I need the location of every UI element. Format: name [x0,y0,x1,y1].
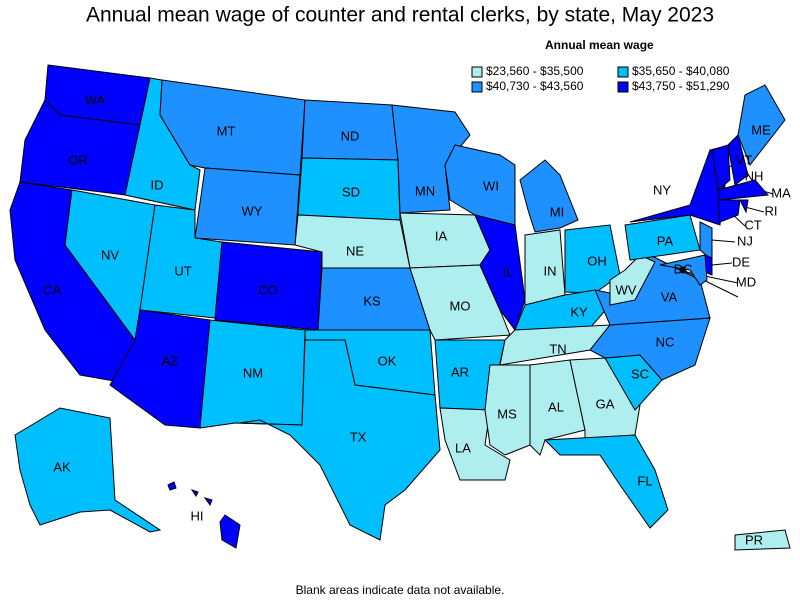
state-shape [609,254,656,306]
state-shape [219,514,241,549]
state-label: VA [661,289,678,304]
state-shape [391,104,471,214]
state-shape [737,84,786,166]
states [9,64,791,551]
legend-title: Annual mean wage [545,38,654,52]
state-label: DE [732,254,750,269]
state-label: NY [653,182,671,197]
state-shape [167,481,177,491]
legend-label: $40,730 - $43,560 [486,79,584,93]
state-label: ME [751,122,771,137]
legend-swatch [471,66,483,78]
state-labels: WA OR CA NV ID MT WY UT CO AZ NM ND SD NE KS OK TX MN IA MO… [43,92,791,547]
state-label: LA [455,440,471,455]
state-label: MA [771,185,791,200]
state-shape [203,497,213,507]
state-shape [717,199,741,223]
state-label: AL [548,399,564,414]
state-shape [679,266,687,274]
state-label: MS [497,406,517,421]
state-label: MD [736,274,756,289]
state-label: OR [68,152,88,167]
state-label: MT [217,123,236,138]
state-label: PA [657,233,674,248]
state-shape [444,144,516,226]
state-shape [14,407,162,533]
state-label: WY [242,203,263,218]
state-label: IL [503,264,514,279]
state-label: TX [350,429,367,444]
state-label: MO [450,298,471,313]
state-shape [717,179,770,201]
state-label: CT [744,217,761,232]
state-label: NC [656,334,675,349]
state-label: WV [616,282,637,297]
state-label: VT [736,152,753,167]
state-label: NE [346,243,364,258]
state-shape [711,144,731,191]
state-label: MI [550,204,564,219]
state-label: HI [191,508,204,523]
state-label: CA [43,282,61,297]
state-label: IA [435,228,448,243]
state-label: AR [451,364,469,379]
state-shape [190,489,199,497]
map-title: Annual mean wage of counter and rental c… [86,4,714,27]
state-shape [474,214,526,332]
state-shape [564,224,621,294]
state-label: KY [570,304,588,319]
legend-swatch [617,81,629,93]
legend-label: $35,650 - $40,080 [632,64,730,78]
state-label: AK [53,459,71,474]
legend-label: $23,560 - $35,500 [486,64,584,78]
state-label: NH [745,168,764,183]
state-label: CO [258,282,278,297]
state-label: MN [415,183,435,198]
state-label: WI [483,178,499,193]
state-label: NJ [737,233,753,248]
state-label: DC [674,261,693,276]
state-label: GA [596,396,615,411]
state-label: ND [341,128,360,143]
state-label: OH [587,253,607,268]
state-label: FL [637,473,652,488]
state-label: IN [544,263,557,278]
state-label: OK [378,353,397,368]
footnote: Blank areas indicate data not available. [296,583,505,597]
state-shape [239,339,441,541]
state-shape [727,134,749,186]
state-shape [543,434,669,529]
state-label: SD [342,184,360,199]
state-label: KS [363,293,381,308]
legend-swatch [617,66,629,78]
state-label: ID [151,177,164,192]
state-shape [734,529,791,551]
state-label: SC [631,366,649,381]
state-label: TN [549,341,566,356]
legend-label: $43,750 - $51,290 [632,79,730,93]
state-shape [699,221,713,262]
state-shape [739,199,749,214]
state-label: RI [765,203,778,218]
state-label: NV [101,247,119,262]
state-label: NM [243,365,263,380]
legend-swatch [471,81,483,93]
state-label: WA [85,92,106,107]
state-label: UT [174,263,191,278]
state-label: AZ [162,353,179,368]
state-shape [519,159,579,233]
state-label: PR [745,532,763,547]
